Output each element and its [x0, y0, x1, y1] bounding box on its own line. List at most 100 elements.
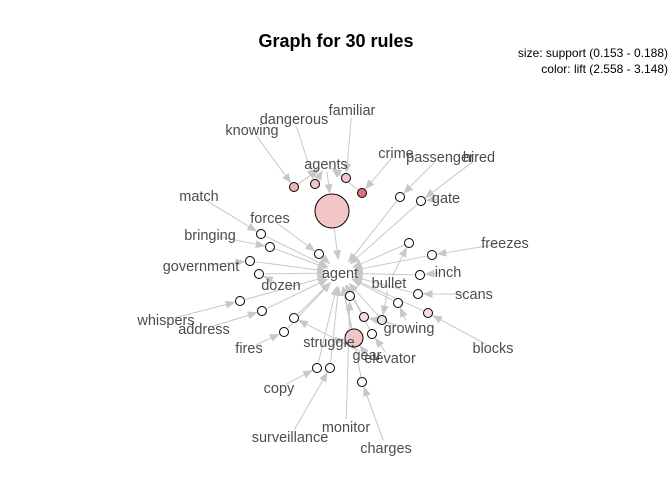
rule-node-rule-5[interactable] [314, 193, 350, 229]
item-label-dozen: dozen [261, 278, 301, 294]
item-label-agents: agents [304, 157, 348, 173]
item-label-inch: inch [435, 265, 462, 281]
legend-size: size: support (0.153 - 0.188) [518, 46, 668, 60]
rule-node-rule-12[interactable] [427, 250, 437, 260]
edge-rule-14-to-agent [352, 275, 413, 294]
rule-node-rule-29[interactable] [357, 377, 367, 387]
edge-growing-to-rule-20 [399, 307, 408, 321]
edge-government-to-rule-11 [208, 258, 246, 267]
edge-rule-27-to-agent [330, 285, 342, 363]
rule-node-rule-1[interactable] [289, 182, 299, 192]
edge-rule-18-to-agent [264, 269, 328, 278]
item-label-forces: forces [250, 211, 290, 227]
rule-node-rule-21[interactable] [377, 315, 387, 325]
edge-rule-26-to-agent [317, 285, 339, 363]
edge-rule-17-to-agent [266, 278, 329, 310]
rule-node-layer [235, 173, 437, 387]
edge-bullet-to-rule-21 [380, 290, 389, 316]
rule-node-rule-22[interactable] [367, 329, 377, 339]
rule-node-rule-25[interactable] [359, 312, 369, 322]
item-label-freezes: freezes [481, 236, 529, 252]
rule-node-rule-30[interactable] [289, 313, 299, 323]
item-label-elevator: elevator [364, 351, 416, 367]
rule-node-rule-20[interactable] [393, 298, 403, 308]
edge-passenger-to-rule-6 [403, 162, 435, 194]
item-label-growing: growing [384, 321, 435, 337]
edge-freezes-to-rule-12 [436, 243, 498, 257]
item-label-surveillance: surveillance [252, 430, 329, 446]
edge-rule-10-to-agent [274, 248, 328, 269]
rule-node-rule-10[interactable] [265, 242, 275, 252]
rule-node-rule-18[interactable] [254, 269, 264, 279]
edge-rule-13-to-agent [352, 269, 415, 278]
edge-gate-to-rule-7 [425, 195, 439, 204]
item-label-copy: copy [264, 381, 295, 397]
rule-node-rule-9[interactable] [256, 229, 266, 239]
edge-whispers-to-rule-16 [173, 300, 236, 319]
rule-node-rule-28[interactable] [345, 291, 355, 301]
item-label-bringing: bringing [184, 228, 236, 244]
edge-crime-to-rule-4 [364, 158, 392, 190]
item-label-passenger: passenger [406, 150, 474, 166]
edge-familiar-to-rule-3 [343, 117, 352, 174]
rule-node-rule-3[interactable] [341, 173, 351, 183]
item-label-whispers: whispers [136, 313, 194, 329]
edge-bringing-to-rule-10 [217, 236, 266, 249]
item-label-knowing: knowing [225, 123, 278, 139]
edge-rule-7-to-agent [349, 204, 418, 265]
rule-node-rule-6[interactable] [395, 192, 405, 202]
item-label-scans: scans [455, 287, 493, 303]
item-label-hired: hired [463, 150, 495, 166]
item-label-government: government [163, 259, 240, 275]
edge-address-to-rule-17 [211, 311, 258, 328]
rule-node-rule-15[interactable] [404, 238, 414, 248]
item-label-gate: gate [432, 191, 460, 207]
rule-node-rule-16[interactable] [235, 296, 245, 306]
item-label-bullet: bullet [372, 276, 407, 292]
edge-rule-12-to-agent [352, 255, 427, 273]
item-label-charges: charges [360, 441, 412, 457]
item-label-familiar: familiar [329, 103, 376, 119]
rule-node-rule-8[interactable] [314, 249, 324, 259]
edge-match-to-rule-9 [205, 199, 258, 232]
legend-color: color: lift (2.558 - 3.148) [541, 62, 668, 76]
rule-node-rule-17[interactable] [257, 306, 267, 316]
rule-node-rule-24[interactable] [344, 328, 364, 348]
edge-elevator-to-rule-22 [374, 337, 386, 352]
rule-node-rule-26[interactable] [312, 363, 322, 373]
edge-copy-to-rule-26 [285, 370, 314, 385]
rule-node-rule-13[interactable] [415, 270, 425, 280]
edge-fires-to-rule-19 [256, 333, 280, 346]
item-label-gear: gear [352, 348, 381, 364]
rule-node-rule-11[interactable] [245, 256, 255, 266]
rule-node-rule-14[interactable] [413, 289, 423, 299]
rule-node-rule-7[interactable] [416, 196, 426, 206]
edge-forces-to-rule-8 [276, 222, 316, 252]
item-label-monitor: monitor [322, 420, 371, 436]
edge-inch-to-rule-13 [424, 269, 441, 278]
edge-rule-5-to-agent [333, 228, 342, 261]
edge-rule-8-to-agent [320, 254, 331, 265]
rule-node-rule-4[interactable] [357, 188, 367, 198]
edge-rule-15-to-agent [351, 244, 405, 268]
edge-rule-6-to-agent [348, 201, 397, 263]
edge-rule-16-to-agent [245, 275, 328, 300]
edge-surveillance-to-rule-27 [293, 371, 328, 431]
edge-rule-11-to-agent [255, 261, 328, 274]
edge-hired-to-rule-7 [424, 161, 473, 199]
edge-gear-to-rule-24 [359, 345, 369, 356]
item-label-address: address [178, 322, 230, 338]
item-label-match: match [179, 189, 219, 205]
rule-node-rule-23[interactable] [423, 308, 433, 318]
edge-rule-23-to-agent [351, 278, 424, 312]
item-label-fires: fires [235, 341, 262, 357]
edge-bullet-to-rule-15 [392, 247, 407, 277]
item-label-struggle: struggle [303, 335, 355, 351]
edge-knowing-to-rule-1 [256, 136, 292, 184]
edge-rule-2-to-agents [314, 170, 323, 181]
rule-node-rule-2[interactable] [310, 179, 320, 189]
rule-node-rule-27[interactable] [325, 363, 335, 373]
edge-charges-to-rule-29 [363, 386, 384, 441]
rule-node-rule-19[interactable] [279, 327, 289, 337]
